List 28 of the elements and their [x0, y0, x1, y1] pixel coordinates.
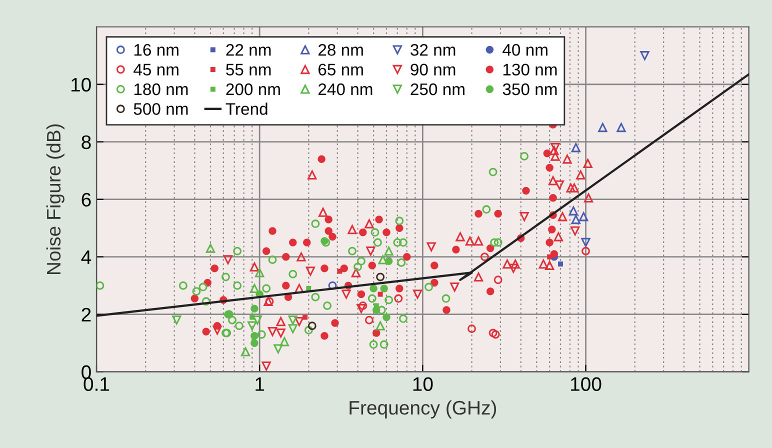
y-tick-label: 8 [82, 135, 91, 150]
legend-label: 500 nm [134, 103, 188, 115]
x-tick-label: 10 [413, 377, 433, 391]
legend-label: 16 nm [134, 44, 178, 56]
legend-label: 250 nm [410, 83, 464, 96]
legend-label: 200 nm [226, 83, 280, 96]
legend-label: Trend [226, 102, 268, 115]
legend-label: 130 nm [503, 64, 557, 76]
legend-label: 350 nm [502, 83, 557, 96]
x-tick-label: 100 [571, 377, 602, 391]
legend-label: 65 nm [318, 64, 363, 76]
legend-label: 40 nm [502, 44, 548, 56]
y-tick-label: 2 [82, 308, 91, 322]
legend-label: 28 nm [318, 44, 363, 56]
legend-label: 55 nm [226, 64, 271, 76]
y-tick-label: 6 [82, 192, 91, 207]
y-tick-label: 10 [71, 78, 91, 92]
legend-label: 32 nm [410, 44, 456, 56]
legend-label: 240 nm [318, 83, 372, 96]
x-tick-label: 1 [256, 377, 264, 391]
legend-label: 45 nm [134, 64, 178, 76]
x-tick-label: 0.1 [84, 377, 110, 391]
legend-label: 180 nm [134, 83, 188, 96]
y-axis-title: Noise Figure (dB) [46, 124, 64, 274]
y-tick-label: 4 [81, 250, 92, 264]
legend-label: 90 nm [410, 64, 456, 76]
x-axis-title: Frequency (GHz) [350, 400, 496, 419]
legend-label: 22 nm [226, 44, 271, 56]
